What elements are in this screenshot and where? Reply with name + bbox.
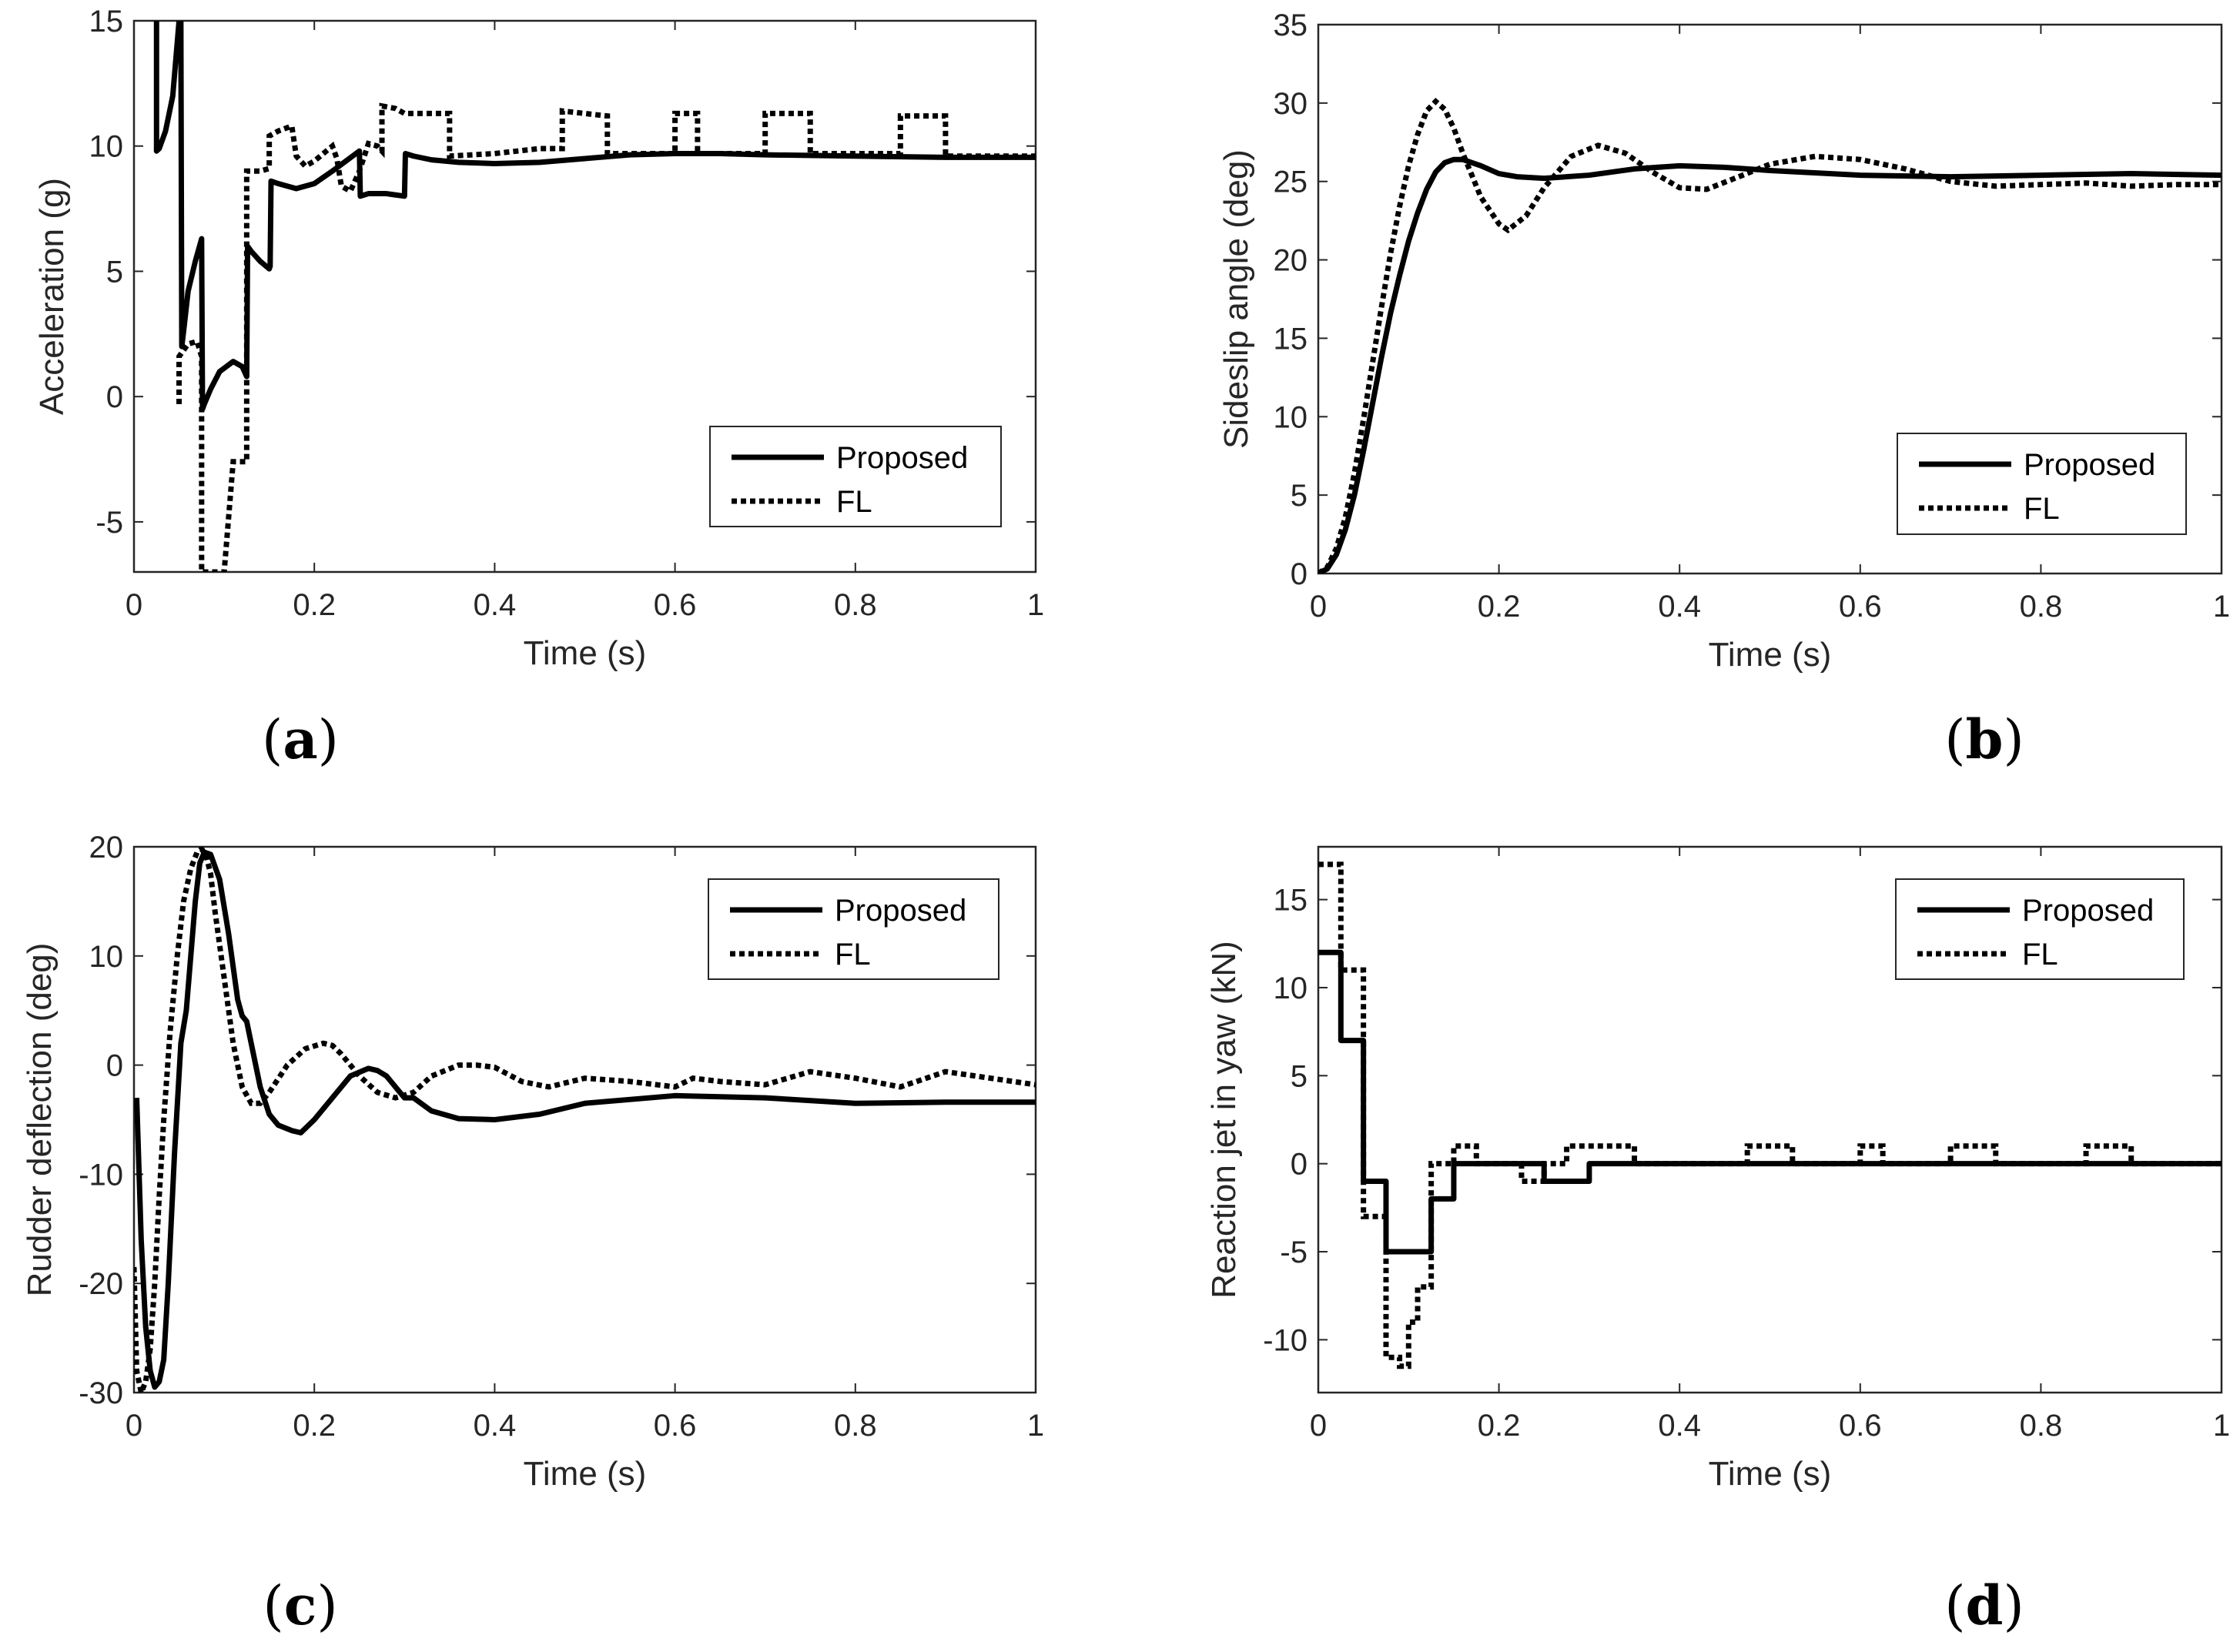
series-line-proposed — [1318, 949, 2222, 1255]
panel-letter: a — [283, 707, 317, 771]
legend: Proposed FL — [1895, 878, 2185, 980]
y-tick-label: 5 — [106, 255, 123, 289]
x-tick-label: 0.4 — [474, 1409, 517, 1443]
x-tick-label: 0.6 — [1839, 1409, 1882, 1443]
series-line-fl — [1318, 861, 2222, 1369]
x-tick-label: 0.6 — [1839, 590, 1882, 624]
legend-box — [1895, 878, 2185, 980]
y-tick-label: 10 — [89, 130, 124, 164]
legend-label-proposed: Proposed — [836, 441, 968, 475]
x-tick-label: 0.8 — [2020, 590, 2063, 624]
series-group — [153, 21, 1036, 572]
y-tick-label: -20 — [79, 1267, 123, 1301]
x-axis-label: Time (s) — [1709, 1455, 1832, 1493]
y-tick-label: 25 — [1274, 166, 1308, 199]
series-line-fl — [176, 102, 1036, 572]
y-tick-label: 20 — [1274, 244, 1308, 278]
x-tick-label: 0.2 — [293, 588, 336, 622]
panel-label: (b) — [1944, 707, 2024, 771]
x-axis-label: Time (s) — [524, 634, 647, 672]
x-tick-label: 0.6 — [654, 1409, 697, 1443]
legend-label-proposed: Proposed — [2024, 448, 2155, 482]
panel-label: (c) — [263, 1573, 337, 1637]
x-tick-label: 0.4 — [474, 588, 517, 622]
y-tick-label: 35 — [1274, 8, 1308, 42]
x-tick-label: 1 — [1027, 588, 1044, 622]
x-tick-label: 0 — [126, 588, 142, 622]
series-line-proposed — [134, 849, 1036, 1390]
legend: Proposed FL — [709, 426, 1002, 527]
panel-letter: c — [284, 1573, 317, 1637]
series-line-fl — [134, 847, 1036, 1393]
y-axis-label: Sideslip angle (deg) — [1217, 149, 1255, 449]
x-tick-label: 0.8 — [834, 588, 877, 622]
x-tick-label: 0.2 — [1478, 1409, 1521, 1443]
series-line-fl — [1318, 97, 2222, 574]
panel-d: 0 0.2 0.4 0.6 0.8 1 -10 -5 0 5 10 15 Time (s) Reactio… — [1205, 845, 2230, 1637]
y-axis-label: Reaction jet in yaw (kN) — [1205, 941, 1243, 1299]
x-axis-label: Time (s) — [524, 1455, 647, 1493]
legend-label-fl: FL — [835, 938, 871, 971]
x-tick-label: 1 — [1027, 1409, 1044, 1443]
panel-letter: d — [1966, 1573, 2004, 1637]
y-tick-label: 10 — [1274, 971, 1308, 1005]
series-group — [1318, 97, 2222, 574]
x-tick-label: 0.2 — [1478, 590, 1521, 624]
legend-label-fl: FL — [2024, 492, 2060, 526]
y-tick-label: 0 — [106, 1049, 123, 1083]
legend-label-proposed: Proposed — [2022, 894, 2154, 928]
y-tick-label: -10 — [1263, 1323, 1308, 1357]
legend-label-proposed: Proposed — [835, 894, 966, 928]
x-tick-label: 0 — [1310, 590, 1327, 624]
x-tick-label: 0.6 — [654, 588, 697, 622]
panel-c: 0 0.2 0.4 0.6 0.8 1 -30 -20 -10 0 10 20 Time (s) Rudd… — [21, 831, 1044, 1637]
x-tick-label: 0.8 — [834, 1409, 877, 1443]
y-axis-label: Acceleration (g) — [33, 178, 71, 415]
panel-letter: b — [1966, 707, 2004, 771]
y-tick-label: 15 — [1274, 322, 1308, 356]
panel-label: (a) — [262, 707, 339, 771]
legend: Proposed FL — [1897, 433, 2187, 535]
y-tick-label: -5 — [95, 506, 123, 540]
legend-box — [709, 426, 1002, 527]
y-tick-label: 30 — [1274, 87, 1308, 121]
y-tick-label: 15 — [89, 5, 124, 38]
x-tick-label: 0.4 — [1658, 1409, 1701, 1443]
y-tick-label: 0 — [1291, 1148, 1308, 1182]
y-tick-label: -10 — [79, 1158, 123, 1192]
x-tick-label: 0.2 — [293, 1409, 336, 1443]
x-tick-label: 0 — [1310, 1409, 1327, 1443]
x-tick-label: 1 — [2213, 1409, 2230, 1443]
y-tick-label: 10 — [1274, 400, 1308, 434]
y-tick-label: 5 — [1291, 1059, 1308, 1093]
x-tick-label: 0.4 — [1658, 590, 1701, 624]
series-group — [134, 847, 1036, 1393]
y-tick-label: 5 — [1291, 479, 1308, 513]
y-tick-label: 15 — [1274, 884, 1308, 918]
legend-box — [708, 878, 999, 980]
series-line-proposed — [1318, 156, 2222, 574]
legend-box — [1897, 433, 2187, 535]
y-tick-label: -30 — [79, 1376, 123, 1410]
legend-label-fl: FL — [2022, 938, 2058, 971]
x-tick-label: 0.8 — [2020, 1409, 2063, 1443]
series-group — [1318, 861, 2222, 1369]
series-line-proposed — [153, 21, 1036, 412]
y-tick-label: 0 — [106, 380, 123, 414]
x-tick-label: 0 — [126, 1409, 142, 1443]
panel-label: (d) — [1944, 1573, 2024, 1637]
x-tick-label: 1 — [2213, 590, 2230, 624]
panel-a: 0 0.2 0.4 0.6 0.8 1 -5 0 5 10 15 Time (s) Accelerati… — [33, 5, 1044, 771]
legend: Proposed FL — [708, 878, 999, 980]
y-tick-label: 0 — [1291, 557, 1308, 591]
legend-label-fl: FL — [836, 485, 872, 519]
y-axis-label: Rudder deflection (deg) — [21, 943, 59, 1297]
y-tick-label: 20 — [89, 831, 124, 864]
y-tick-label: -5 — [1280, 1236, 1308, 1269]
x-axis-label: Time (s) — [1709, 636, 1832, 674]
y-tick-label: 10 — [89, 940, 124, 974]
